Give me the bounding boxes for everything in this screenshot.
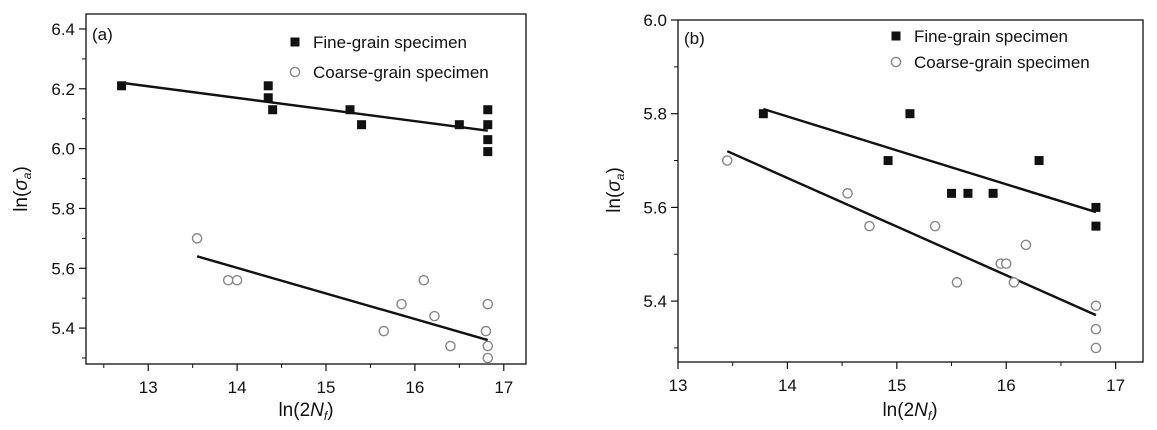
panel-b-fine-grain-point — [1034, 156, 1044, 166]
panel-b-fine-grain-fit-line — [762, 107, 1097, 214]
panel-a-coarse-grain-point — [191, 233, 203, 244]
panel-a-y-tick-label: 6.4 — [51, 20, 75, 39]
panel-b-coarse-grain-point — [842, 188, 853, 199]
panel-b-coarse-grain-point — [1008, 277, 1020, 288]
panel-b-fine-grain-point — [905, 109, 915, 119]
panel-a-coarse-grain-point — [418, 274, 430, 286]
panel-a-label: (a) — [92, 25, 113, 44]
panel-b-y-tick-label: 5.8 — [643, 105, 667, 124]
panel-b-ticks: 13 14 15 16 17 5.4 5.6 5.8 6.0 — [643, 11, 1125, 395]
panel-b-coarse-grain-point — [721, 155, 733, 166]
panel-b-coarse-grain-point — [929, 220, 941, 232]
panel-b-coarse-grain-point — [864, 220, 875, 232]
panel-a-coarse-grain-fit-line — [196, 255, 489, 342]
panel-a-coarse-grain-point — [482, 340, 494, 352]
panel-a-fine-grain-point — [483, 135, 493, 145]
panel-b-x-tick-label: 15 — [887, 376, 906, 395]
panel-a-x-tick-label: 15 — [317, 378, 336, 397]
panel-a-coarse-grain-point — [482, 298, 494, 310]
panel-b-label: (b) — [684, 29, 705, 48]
panel-b-coarse-grain-point — [951, 277, 963, 288]
panel-b-x-tick-label: 14 — [778, 376, 797, 395]
panel-a-coarse-grain-point — [231, 274, 243, 286]
panel-a-legend: Fine-grain specimen Coarse-grain specime… — [289, 33, 489, 82]
panel-b-y-tick-label: 5.4 — [643, 292, 667, 311]
panel-b-coarse-grain-point — [1020, 239, 1032, 251]
panel-b-y-tick-label: 6.0 — [643, 11, 667, 30]
panel-b-y-axis-title: ln(σa) — [604, 167, 627, 213]
panel-b-fine-grain-point — [758, 109, 768, 119]
panel-b-coarse-grain-point — [1090, 323, 1102, 335]
panel-a-legend-label-fine: Fine-grain specimen — [313, 33, 467, 52]
panel-a-fine-grain-point — [483, 147, 493, 157]
panel-a-ticks: 13 14 15 16 17 5.4 5.6 5.8 6.0 6.2 6.4 — [51, 20, 513, 397]
panel-a-fine-grain-point — [263, 81, 273, 91]
panel-a-y-tick-label: 5.4 — [51, 319, 75, 338]
panel-b-fine-grain-point — [947, 188, 957, 198]
panel-b-x-axis-title: ln(2Nf) — [882, 400, 937, 423]
panel-a-y-tick-label: 6.2 — [51, 80, 75, 99]
panel-a-coarse-grain-point — [222, 274, 234, 286]
panel-a-fine-grain-point — [483, 105, 493, 115]
panel-b-legend: Fine-grain specimen Coarse-grain specime… — [890, 27, 1090, 72]
panel-b-fine-grain-point — [963, 188, 973, 198]
panel-a-y-tick-label: 5.6 — [51, 259, 75, 278]
panel-a-coarse-grain-point — [396, 298, 407, 310]
panel-a-fine-grain-point — [483, 120, 493, 130]
panel-b-markers — [721, 109, 1102, 354]
panel-b-fine-grain-point — [988, 188, 998, 198]
panel-a-x-axis-title: ln(2Nf) — [278, 400, 333, 423]
panel-b-fine-grain-point — [1091, 202, 1101, 212]
panel-a-fine-grain-fit-line — [121, 81, 488, 132]
panel-a-x-tick-label: 14 — [228, 378, 247, 397]
panel-a-y-tick-label: 6.0 — [51, 140, 75, 159]
panel-a-fine-grain-point — [268, 105, 278, 115]
panel-b: 13 14 15 16 17 5.4 5.6 5.8 6.0 (b) Fine-grain sp… — [604, 11, 1144, 423]
panel-b-coarse-grain-fit-line — [726, 150, 1097, 317]
panel-b-legend-marker-fine — [891, 31, 901, 41]
panel-b-coarse-grain-point — [1090, 300, 1102, 312]
panel-b-fit-lines — [726, 107, 1097, 317]
panel-a-x-tick-label: 13 — [139, 378, 158, 397]
panel-a-x-tick-label: 16 — [405, 378, 424, 397]
panel-b-y-tick-label: 5.6 — [643, 198, 667, 217]
panel-a-y-tick-label: 5.8 — [51, 199, 75, 218]
panel-b-x-tick-label: 13 — [669, 376, 688, 395]
panel-b-fine-grain-point — [883, 156, 893, 166]
panel-b-x-tick-label: 17 — [1106, 376, 1125, 395]
panel-a-coarse-grain-point — [445, 340, 456, 352]
panel-a-fine-grain-point — [117, 81, 127, 91]
panel-a-x-tick-label: 17 — [494, 378, 513, 397]
panel-a-fine-grain-point — [357, 120, 367, 130]
panel-a-plot-frame — [85, 13, 527, 365]
panel-a-y-axis-title: ln(σa) — [11, 166, 34, 212]
panel-b-coarse-grain-point — [1090, 342, 1102, 354]
panel-a-fine-grain-point — [454, 120, 464, 130]
panel-a-fit-lines — [121, 81, 489, 342]
panel-a-coarse-grain-point — [482, 352, 494, 364]
panel-b-legend-label-fine: Fine-grain specimen — [914, 27, 1068, 46]
panel-a-markers — [117, 81, 494, 364]
panel-a-fine-grain-point — [345, 105, 355, 115]
panel-b-legend-label-coarse: Coarse-grain specimen — [914, 53, 1090, 72]
panel-a-legend-marker-coarse — [289, 66, 301, 78]
panel-b-legend-marker-coarse — [890, 56, 902, 68]
panel-b-coarse-grain-point — [1000, 258, 1012, 269]
panel-b-x-tick-label: 16 — [997, 376, 1016, 395]
panel-a-coarse-grain-point — [378, 325, 390, 337]
panel-b-fine-grain-point — [1091, 221, 1101, 231]
panel-a-fine-grain-point — [263, 93, 273, 103]
panel-a-legend-label-coarse: Coarse-grain specimen — [313, 63, 489, 82]
panel-b-plot-frame — [677, 19, 1144, 363]
panel-a-coarse-grain-point — [429, 310, 440, 322]
panel-a-legend-marker-fine — [290, 37, 300, 47]
panel-a-coarse-grain-point — [480, 325, 492, 337]
panel-a: 13 14 15 16 17 5.4 5.6 5.8 6.0 6.2 6.4 (a) Fine-gr… — [11, 13, 527, 423]
